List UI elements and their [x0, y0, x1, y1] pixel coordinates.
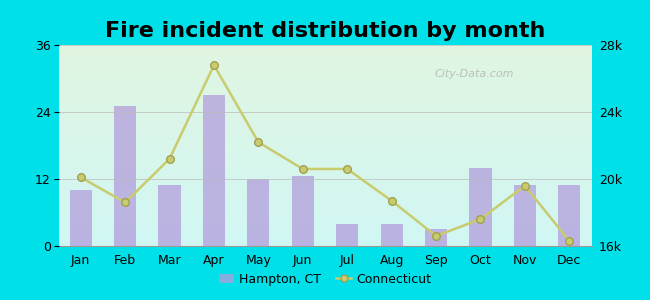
- Bar: [514, 184, 536, 246]
- Bar: [380, 224, 403, 246]
- Text: City-Data.com: City-Data.com: [434, 69, 514, 79]
- Bar: [203, 95, 225, 246]
- Bar: [70, 190, 92, 246]
- Bar: [558, 184, 580, 246]
- Bar: [336, 224, 358, 246]
- Bar: [469, 168, 491, 246]
- Bar: [247, 179, 270, 246]
- Bar: [114, 106, 136, 246]
- Title: Fire incident distribution by month: Fire incident distribution by month: [105, 21, 545, 41]
- Bar: [292, 176, 314, 246]
- Bar: [425, 229, 447, 246]
- Legend: Hampton, CT, Connecticut: Hampton, CT, Connecticut: [214, 268, 436, 291]
- Bar: [159, 184, 181, 246]
